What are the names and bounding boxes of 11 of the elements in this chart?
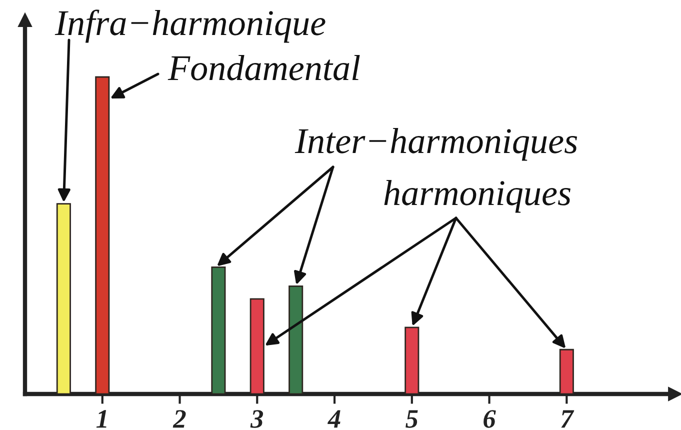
text: Inter−harmoniques xyxy=(294,128,578,161)
x-tick-label: 6 xyxy=(484,410,496,428)
text: harmoniques xyxy=(384,180,570,213)
x-tick-label: 7 xyxy=(561,410,574,428)
x-tick-label: 2 xyxy=(172,410,186,428)
x-tick-label: 5 xyxy=(406,410,418,428)
text: Infra−harmonique xyxy=(54,10,326,43)
x-tick-label: 1 xyxy=(96,410,106,428)
series-label: Fondamental xyxy=(168,54,360,80)
x-tick-label: 4 xyxy=(328,410,340,428)
x-tick-label: 3 xyxy=(250,410,264,428)
